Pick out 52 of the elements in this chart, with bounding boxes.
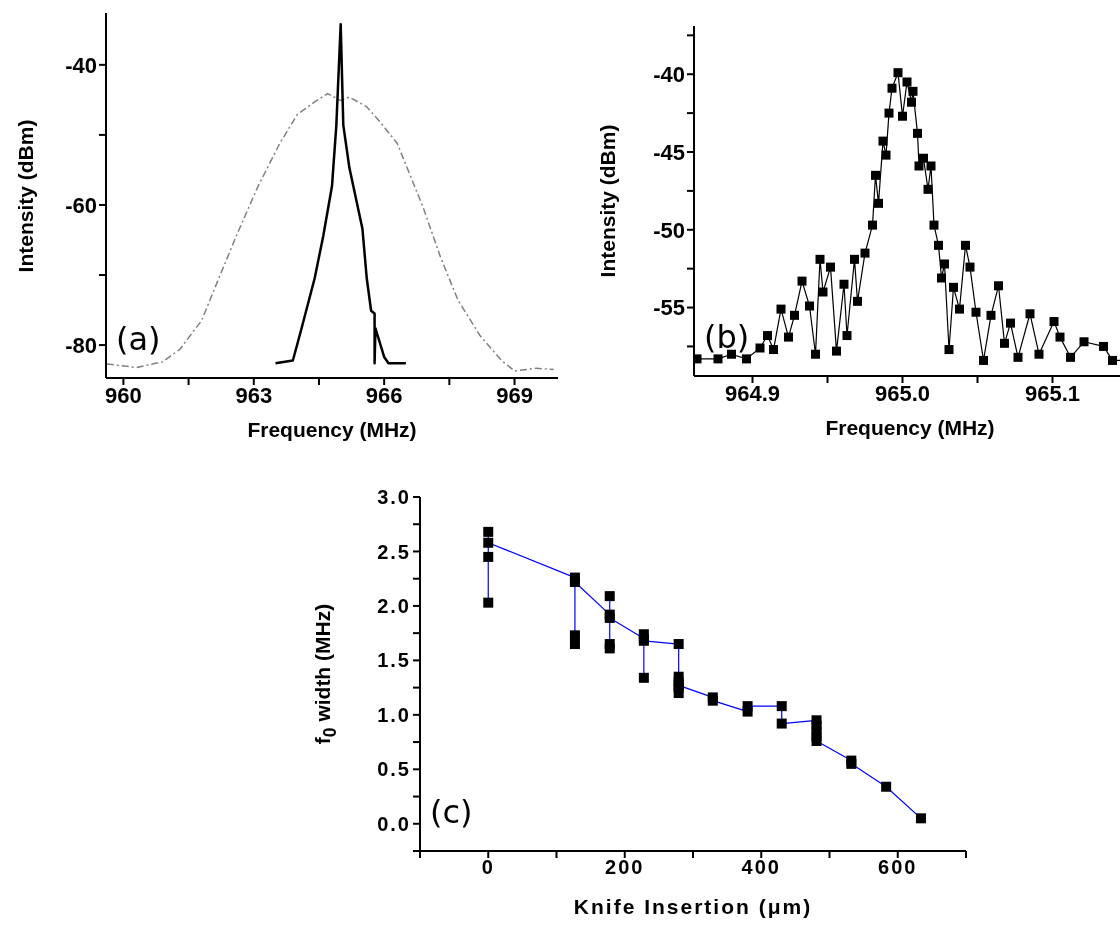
y-axis-title: Intensity (dBm) <box>14 119 38 272</box>
y-tick-label: 2.0 <box>377 595 411 618</box>
point <box>915 813 926 824</box>
y-tick-label: 0.0 <box>377 812 411 835</box>
point <box>569 630 580 641</box>
y-tick-label: 1.0 <box>377 703 411 726</box>
point <box>881 781 892 792</box>
point <box>483 551 494 562</box>
y-tick-label: 2.5 <box>377 540 411 563</box>
y-tick-label: -40 <box>653 62 685 88</box>
line-series <box>274 22 408 365</box>
point <box>483 526 494 537</box>
x-tick-label: 969 <box>496 382 533 408</box>
annotation: (a) <box>116 320 161 358</box>
point <box>742 701 753 712</box>
x-tick-label: 966 <box>365 382 403 408</box>
x-tick-label: 963 <box>235 382 273 408</box>
x-tick-label: 200 <box>605 856 645 879</box>
x-tick-label: 965.0 <box>874 380 931 406</box>
y-tick-label: -40 <box>65 52 97 78</box>
annotation: (c) <box>430 793 473 831</box>
point <box>776 701 787 712</box>
line-series <box>106 92 555 372</box>
point <box>604 639 615 650</box>
x-tick-label: 964.9 <box>724 380 781 406</box>
point <box>569 576 580 587</box>
y-tick-label: 1.5 <box>377 649 411 672</box>
y-tick-label: 3.0 <box>377 486 411 509</box>
x-tick-label: 600 <box>878 856 918 879</box>
annotation: (b) <box>704 318 750 356</box>
y-tick-label: -80 <box>65 332 97 358</box>
point <box>811 735 822 746</box>
y-tick-label: -50 <box>653 217 685 243</box>
x-axis-title: Knife Insertion (μm) <box>572 895 814 919</box>
x-tick-label: 0 <box>481 856 495 879</box>
x-tick-label: 960 <box>105 382 142 408</box>
x-tick-label: 400 <box>741 856 781 879</box>
point <box>776 718 787 729</box>
y-axis-title: Intensity (dBm) <box>596 124 620 278</box>
point <box>638 672 649 683</box>
point <box>673 639 684 650</box>
x-axis-title: Frequency (MHz) <box>824 416 996 440</box>
x-axis-title: Frequency (MHz) <box>246 418 418 442</box>
point <box>604 591 615 602</box>
y-tick-label: 0.5 <box>377 758 411 781</box>
y-tick-label: -45 <box>653 139 685 165</box>
y-tick-label: -60 <box>65 192 97 218</box>
point <box>483 597 494 608</box>
y-tick-label: -55 <box>653 295 685 321</box>
x-tick-label: 965.1 <box>1024 380 1081 406</box>
point <box>569 639 580 650</box>
point <box>483 537 494 548</box>
